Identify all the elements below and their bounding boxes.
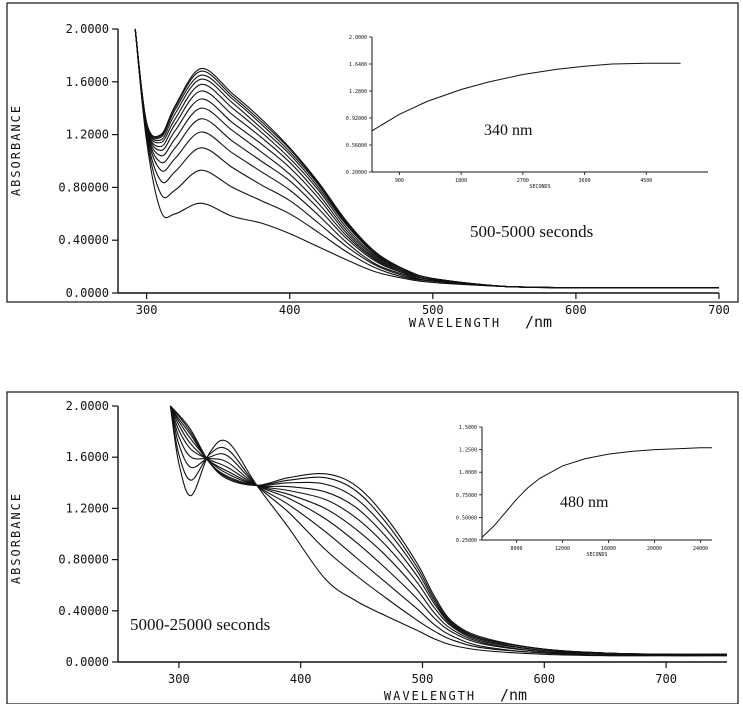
- bottom-chart-series-line: [169, 405, 728, 655]
- bottom-chart-y-tick-label: 1.2000: [66, 501, 109, 515]
- bottom-chart-inset-x-tick-label: 12000: [555, 546, 570, 552]
- top-chart-y-tick-label: 2.0000: [66, 22, 109, 36]
- top-chart-x-tick-label: 400: [279, 303, 301, 317]
- top-chart-inset-x-tick-label: 900: [395, 178, 404, 184]
- top-chart-inset-y-tick-label: 2.0000: [349, 35, 367, 41]
- bottom-chart-inset-label: 480 nm: [560, 494, 609, 511]
- top-chart-inset-line: [371, 62, 681, 132]
- bottom-chart-inset-line: [481, 447, 712, 538]
- top-chart-series-line: [134, 28, 719, 289]
- bottom-chart-x-tick-label: 300: [168, 672, 190, 686]
- top-chart-inset-x-tick-label: 3600: [579, 178, 591, 184]
- top-chart-series-line: [134, 28, 719, 289]
- top-chart-y-tick-label: 0.80000: [58, 180, 109, 194]
- top-chart-x-tick-label: 500: [422, 303, 444, 317]
- bottom-chart-inset-y-tick-label: 0.25000: [456, 538, 477, 544]
- top-chart-series-line: [134, 28, 719, 289]
- top-chart-inset-label: 340 nm: [484, 122, 533, 139]
- bottom-chart-y-tick-label: 0.80000: [58, 553, 109, 567]
- top-chart-x-tick-label: 700: [708, 303, 730, 317]
- bottom-chart-inset-y-tick-label: 1.0000: [459, 470, 477, 476]
- bottom-chart-y-tick-label: 0.0000: [66, 655, 109, 669]
- bottom-chart-x-axis-label: WAVELENGTH: [384, 689, 476, 703]
- bottom-chart-inset-x-axis-label: SECONDS: [586, 552, 607, 558]
- top-chart-x-tick-label: 300: [136, 303, 158, 317]
- top-chart-inset-y-tick-label: 0.92000: [346, 116, 367, 122]
- top-chart-inset-x-tick-label: 2700: [517, 178, 529, 184]
- top-chart-series-line: [134, 28, 719, 289]
- top-chart-annotation: 500-5000 seconds: [470, 222, 593, 241]
- top-chart-series-line: [134, 28, 719, 289]
- top-chart-series-line: [134, 28, 719, 289]
- top-chart-inset-y-tick-label: 1.2800: [349, 89, 367, 95]
- top-chart-y-tick-label: 0.40000: [58, 233, 109, 247]
- top-chart-y-tick-label: 0.0000: [66, 286, 109, 300]
- bottom-chart-x-tick-label: 700: [655, 672, 677, 686]
- top-chart-inset-x-tick-label: 4500: [640, 178, 652, 184]
- bottom-chart-inset-x-tick-label: 24000: [693, 546, 708, 552]
- bottom-chart-annotation: 5000-25000 seconds: [130, 615, 270, 634]
- bottom-chart-y-tick-label: 2.0000: [66, 399, 109, 413]
- top-chart-inset-y-tick-label: 1.6400: [349, 62, 367, 68]
- bottom-chart-frame: [6, 391, 739, 704]
- top-chart-inset-y-tick-label: 0.56000: [346, 143, 367, 149]
- top-chart-x-tick-label: 600: [565, 303, 587, 317]
- bottom-chart-inset-x-tick-label: 8000: [510, 546, 522, 552]
- bottom-chart-inset-y-tick-label: 1.2500: [459, 448, 477, 454]
- bottom-chart-x-tick-label: 400: [290, 672, 312, 686]
- top-chart-series-line: [134, 28, 719, 289]
- top-chart-series-line: [134, 28, 719, 289]
- top-chart-inset-y-tick-label: 0.20000: [346, 170, 367, 176]
- bottom-chart-y-tick-label: 1.6000: [66, 450, 109, 464]
- bottom-chart-y-tick-label: 0.40000: [58, 604, 109, 618]
- bottom-chart-inset-y-tick-label: 1.5000: [459, 425, 477, 431]
- bottom-chart-x-tick-label: 500: [412, 672, 434, 686]
- bottom-chart-x-tick-label: 600: [533, 672, 555, 686]
- bottom-chart-inset-y-tick-label: 0.50000: [456, 515, 477, 521]
- top-chart-y-tick-label: 1.2000: [66, 128, 109, 142]
- top-chart-frame: [6, 2, 739, 303]
- top-chart-y-axis-label: ABSORBANCE: [9, 104, 23, 196]
- top-chart-series-line: [134, 28, 719, 289]
- top-chart-inset-x-tick-label: 1800: [455, 178, 467, 184]
- top-chart-x-axis-label: WAVELENGTH: [409, 316, 501, 330]
- top-chart-series-line: [134, 28, 719, 289]
- top-chart-series-line: [134, 28, 719, 289]
- top-chart-inset-x-axis-label: SECONDS: [529, 184, 550, 190]
- top-chart-y-tick-label: 1.6000: [66, 75, 109, 89]
- bottom-chart-inset-x-tick-label: 16000: [601, 546, 616, 552]
- bottom-chart-x-axis-unit: /nm: [500, 686, 527, 704]
- bottom-chart-inset-x-tick-label: 20000: [647, 546, 662, 552]
- bottom-chart-inset-y-tick-label: 0.75000: [456, 493, 477, 499]
- bottom-chart-y-axis-label: ABSORBANCE: [9, 492, 23, 584]
- top-chart-series-line: [134, 28, 719, 289]
- top-chart-x-axis-unit: /nm: [525, 313, 552, 331]
- top-chart-series-line: [134, 28, 719, 289]
